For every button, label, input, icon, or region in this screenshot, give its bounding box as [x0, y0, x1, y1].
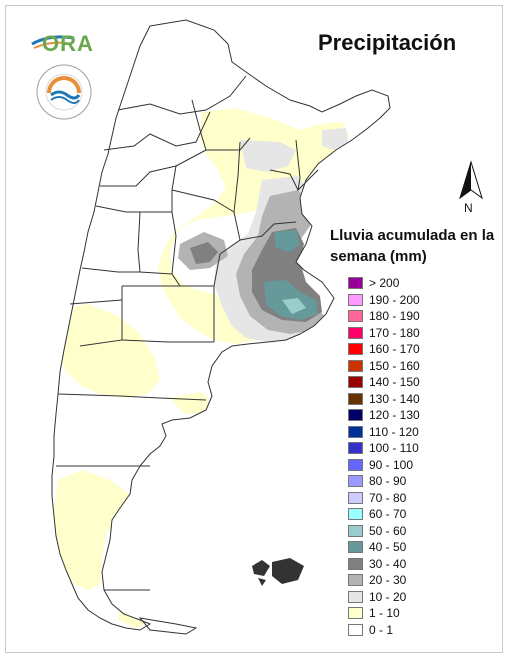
legend-label: 120 - 130 — [369, 408, 420, 423]
legend-label: 40 - 50 — [369, 540, 407, 555]
legend-swatch — [348, 590, 363, 603]
legend: > 200 190 - 200 180 - 190 170 - 180 160 - 17… — [348, 275, 420, 638]
legend-label: 20 - 30 — [369, 573, 407, 588]
legend-swatch — [348, 277, 363, 290]
legend-swatch — [348, 425, 363, 438]
legend-swatch — [348, 475, 363, 488]
legend-label: 100 - 110 — [369, 441, 419, 456]
legend-item: 110 - 120 — [348, 424, 420, 441]
legend-swatch — [348, 574, 363, 587]
institute-seal-icon — [36, 64, 92, 120]
legend-label: 140 - 150 — [369, 375, 420, 390]
legend-item: 60 - 70 — [348, 506, 420, 523]
legend-label: 30 - 40 — [369, 556, 407, 571]
legend-item: 10 - 20 — [348, 589, 420, 606]
legend-item: 100 - 110 — [348, 440, 420, 457]
legend-swatch — [348, 458, 363, 471]
legend-label: 130 - 140 — [369, 391, 420, 406]
ora-logo-swoosh-icon — [31, 35, 75, 49]
legend-label: 170 - 180 — [369, 325, 420, 340]
legend-label: 110 - 120 — [369, 424, 419, 439]
legend-swatch — [348, 359, 363, 372]
legend-item: > 200 — [348, 275, 420, 292]
legend-label: 180 - 190 — [369, 309, 420, 324]
legend-swatch — [348, 293, 363, 306]
legend-item: 190 - 200 — [348, 292, 420, 309]
legend-swatch — [348, 508, 363, 521]
legend-item: 40 - 50 — [348, 539, 420, 556]
legend-item: 160 - 170 — [348, 341, 420, 358]
legend-item: 90 - 100 — [348, 457, 420, 474]
legend-item: 80 - 90 — [348, 473, 420, 490]
legend-label: 190 - 200 — [369, 292, 420, 307]
legend-item: 130 - 140 — [348, 391, 420, 408]
legend-label: 60 - 70 — [369, 507, 407, 522]
legend-swatch — [348, 343, 363, 356]
legend-swatch — [348, 392, 363, 405]
legend-label: 50 - 60 — [369, 523, 407, 538]
legend-swatch — [348, 376, 363, 389]
legend-item: 30 - 40 — [348, 556, 420, 573]
legend-swatch — [348, 623, 363, 636]
legend-label: 80 - 90 — [369, 474, 407, 489]
legend-title: Lluvia acumulada en la semana (mm) — [330, 227, 495, 265]
legend-label: 160 - 170 — [369, 342, 420, 357]
legend-swatch — [348, 607, 363, 620]
legend-item: 140 - 150 — [348, 374, 420, 391]
legend-item: 1 - 10 — [348, 605, 420, 622]
legend-swatch — [348, 409, 363, 422]
map-frame — [5, 5, 503, 653]
legend-swatch — [348, 541, 363, 554]
legend-swatch — [348, 557, 363, 570]
legend-swatch — [348, 524, 363, 537]
legend-label: 10 - 20 — [369, 589, 407, 604]
legend-label: 0 - 1 — [369, 622, 394, 637]
legend-item: 70 - 80 — [348, 490, 420, 507]
legend-label: 1 - 10 — [369, 606, 400, 621]
legend-item: 120 - 130 — [348, 407, 420, 424]
legend-item: 170 - 180 — [348, 325, 420, 342]
north-arrow-icon — [459, 160, 483, 200]
legend-item: 50 - 60 — [348, 523, 420, 540]
legend-label: 150 - 160 — [369, 358, 420, 373]
legend-label: 90 - 100 — [369, 457, 414, 472]
legend-swatch — [348, 326, 363, 339]
legend-swatch — [348, 442, 363, 455]
legend-item: 180 - 190 — [348, 308, 420, 325]
legend-swatch — [348, 310, 363, 323]
north-label: N — [464, 201, 473, 215]
legend-swatch — [348, 491, 363, 504]
legend-item: 20 - 30 — [348, 572, 420, 589]
ora-logo-text: ORA — [42, 31, 94, 56]
map-title: Precipitación — [318, 30, 457, 55]
legend-item: 0 - 1 — [348, 622, 420, 639]
legend-item: 150 - 160 — [348, 358, 420, 375]
legend-label: 70 - 80 — [369, 490, 407, 505]
legend-label: > 200 — [369, 276, 400, 291]
